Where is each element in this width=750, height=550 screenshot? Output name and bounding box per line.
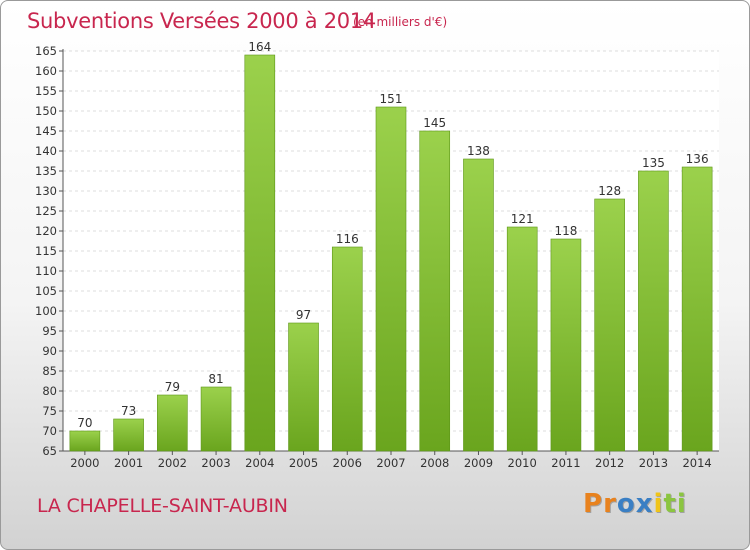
y-tick-label: 140 <box>35 144 57 158</box>
y-tick-label: 75 <box>42 404 57 418</box>
y-tick-label: 115 <box>35 244 57 258</box>
bar-value-label: 73 <box>121 404 136 418</box>
x-tick-label: 2003 <box>201 456 230 470</box>
y-tick-label: 105 <box>35 284 57 298</box>
y-tick-label: 65 <box>42 444 57 458</box>
y-tick-label: 90 <box>42 344 57 358</box>
y-tick-label: 70 <box>42 424 57 438</box>
bar-value-label: 136 <box>686 152 709 166</box>
y-tick-label: 100 <box>35 304 57 318</box>
bar-value-label: 164 <box>248 40 271 54</box>
bar <box>375 106 407 452</box>
bar-value-label: 151 <box>380 92 403 106</box>
y-tick-label: 110 <box>35 264 57 278</box>
bar <box>200 386 232 452</box>
bar <box>506 226 538 452</box>
bar <box>113 418 144 452</box>
x-tick-label: 2007 <box>376 456 405 470</box>
logo-letter: o <box>616 489 636 519</box>
logo-letter: i <box>653 489 664 519</box>
bar-value-label: 135 <box>642 156 665 170</box>
bar-value-label: 70 <box>77 416 92 430</box>
x-tick-label: 2002 <box>158 456 187 470</box>
commune-name: LA CHAPELLE-SAINT-AUBIN <box>37 495 288 517</box>
bar <box>288 322 319 452</box>
bar-value-label: 116 <box>336 232 359 246</box>
bar-value-label: 81 <box>208 372 223 386</box>
y-tick-label: 125 <box>35 204 57 218</box>
bar <box>594 198 625 452</box>
y-tick-label: 120 <box>35 224 57 238</box>
bar-value-label: 145 <box>423 116 446 130</box>
bar <box>419 130 451 452</box>
x-tick-label: 2000 <box>70 456 99 470</box>
y-tick-label: 130 <box>35 184 57 198</box>
x-tick-label: 2013 <box>639 456 668 470</box>
x-tick-label: 2014 <box>682 456 711 470</box>
bar <box>550 238 582 452</box>
bar-value-label: 79 <box>165 380 180 394</box>
logo-letter: x <box>635 489 654 519</box>
y-tick-label: 85 <box>42 364 57 378</box>
bar <box>638 170 669 452</box>
x-tick-label: 2008 <box>420 456 449 470</box>
y-tick-label: 150 <box>35 104 57 118</box>
bar <box>681 166 713 452</box>
logo-letter: i <box>676 489 687 519</box>
bar-value-label: 121 <box>511 212 534 226</box>
y-tick-label: 165 <box>35 44 57 58</box>
x-tick-label: 2009 <box>464 456 493 470</box>
x-tick-label: 2004 <box>245 456 274 470</box>
bar-value-label: 118 <box>554 224 577 238</box>
unit-label: (en milliers d'€) <box>353 15 448 29</box>
y-tick-label: 160 <box>35 64 57 78</box>
bar <box>69 430 101 452</box>
proxiti-logo: Proxiti <box>583 489 687 519</box>
bar-value-label: 128 <box>598 184 621 198</box>
bar <box>244 54 276 452</box>
x-tick-label: 2011 <box>551 456 580 470</box>
logo-letter: P <box>583 489 604 519</box>
y-tick-label: 135 <box>35 164 57 178</box>
logo-letter: t <box>663 489 677 519</box>
y-tick-label: 155 <box>35 84 57 98</box>
logo-letter: r <box>603 489 617 519</box>
y-tick-label: 80 <box>42 384 57 398</box>
chart-title: Subventions Versées 2000 à 2014 <box>27 9 376 33</box>
bar <box>463 158 494 452</box>
bar-value-label: 138 <box>467 144 490 158</box>
x-tick-label: 2001 <box>114 456 143 470</box>
x-tick-label: 2012 <box>595 456 624 470</box>
bar <box>331 246 363 452</box>
y-tick-label: 145 <box>35 124 57 138</box>
x-tick-label: 2005 <box>289 456 318 470</box>
y-tick-label: 95 <box>42 324 57 338</box>
x-tick-label: 2006 <box>333 456 362 470</box>
bar-value-label: 97 <box>296 308 311 322</box>
bar <box>157 394 188 452</box>
x-tick-label: 2010 <box>508 456 537 470</box>
